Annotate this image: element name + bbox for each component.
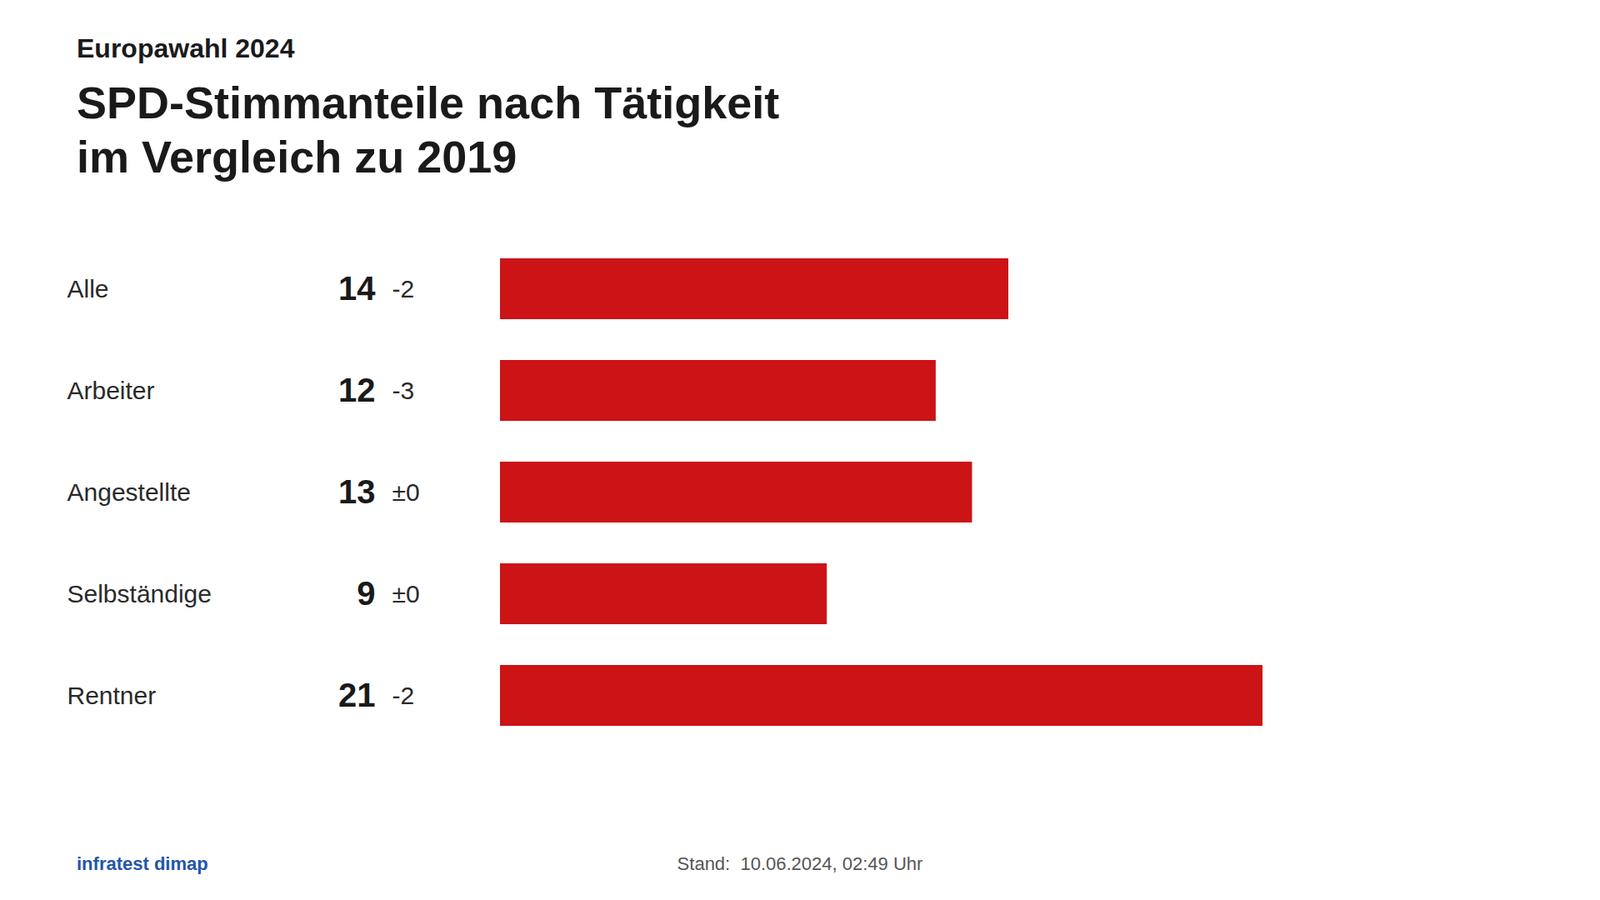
svg-text:-3: -3	[392, 375, 415, 404]
svg-text:9: 9	[356, 574, 375, 611]
html-text:im Vergleich zu 2019: im Vergleich zu 2019	[76, 131, 517, 182]
html-text:infratest dimap: infratest dimap	[76, 853, 209, 875]
svg-text:Rentner: Rentner	[67, 680, 157, 709]
svg-text:-2: -2	[392, 680, 415, 709]
svg-text:Angestellte: Angestellte	[67, 477, 191, 505]
html-text:SPD-Stimmanteile nach Tätigkei: SPD-Stimmanteile nach Tätigkeit	[76, 77, 780, 128]
svg-text:21: 21	[338, 675, 376, 713]
svg-text:14: 14	[338, 269, 376, 306]
svg-text:Alle: Alle	[67, 274, 110, 302]
svg-text:±0: ±0	[392, 579, 420, 607]
svg-text:-2: -2	[392, 274, 415, 302]
svg-text:Selbständige: Selbständige	[67, 579, 212, 607]
svg-text:13: 13	[338, 472, 376, 510]
svg-text:Arbeiter: Arbeiter	[67, 375, 155, 404]
html-text:Europawahl 2024: Europawahl 2024	[76, 33, 295, 64]
svg-text:12: 12	[338, 370, 376, 408]
html-text:Stand: 10.06.2024, 02:49 Uhr: Stand: 10.06.2024, 02:49 Uhr	[677, 853, 923, 875]
svg-text:±0: ±0	[392, 477, 420, 505]
